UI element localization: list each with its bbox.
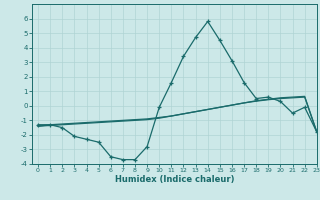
X-axis label: Humidex (Indice chaleur): Humidex (Indice chaleur) — [115, 175, 234, 184]
